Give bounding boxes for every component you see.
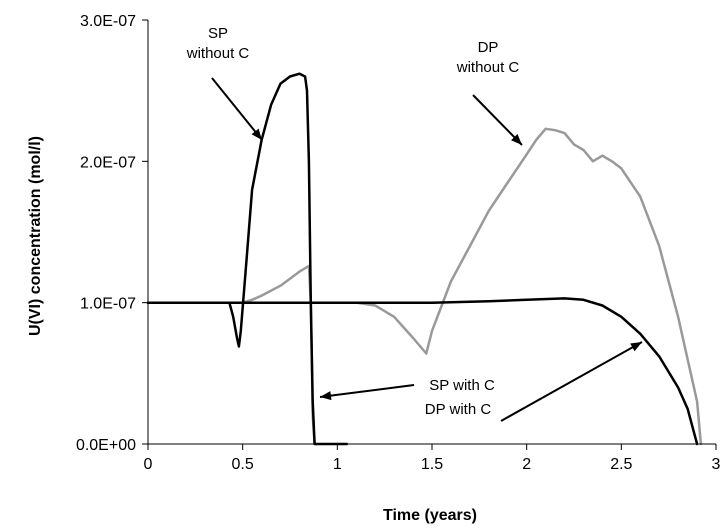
x-axis-title: Time (years)	[383, 507, 477, 524]
annotation-sp-without-c-line-1: without C	[186, 45, 250, 62]
y-tick-label: 3.0E-07	[80, 13, 136, 30]
y-axis-title: U(VI) concentration (mol/l)	[27, 136, 44, 336]
y-tick-label: 1.0E-07	[80, 296, 136, 313]
x-tick-label: 2.5	[610, 456, 632, 473]
y-tick-label: 0.0E+00	[76, 437, 136, 454]
annotation-dp-with-c-line-0: DP with C	[425, 401, 492, 418]
annotation-sp-without-c-line-0: SP	[208, 25, 228, 42]
series-layer	[146, 72, 703, 446]
x-tick-label: 1.5	[421, 456, 443, 473]
ticks-layer: 0 0.5 1 1.5 2 2.5 3 0.0E+00 1.0E-07 2.0E-07 3.0E-0…	[76, 13, 721, 473]
x-tick-label: 0.5	[232, 456, 254, 473]
y-tick-label: 2.0E-07	[80, 154, 136, 171]
arrow-dp-without-c-head	[511, 134, 522, 145]
series-line-grey-series-dp	[355, 127, 703, 446]
arrow-dp-with-c-head	[630, 342, 642, 352]
x-tick-label: 3	[712, 456, 721, 473]
annotation-dp-without-c-line-1: without C	[456, 59, 520, 76]
x-tick-label: 2	[522, 456, 531, 473]
arrow-sp-without-c-shaft	[211, 77, 263, 141]
annotation-dp-without-c-line-0: DP	[478, 39, 499, 56]
series-line-black-series-sp	[146, 72, 349, 446]
annotations-layer: SP without C DP without C SP with C DP with C	[186, 25, 643, 422]
arrow-dp-with-c-shaft	[500, 341, 643, 422]
series-line-grey-series-sp	[146, 264, 316, 446]
annotation-sp-with-c-line-0: SP with C	[429, 377, 495, 394]
arrow-dp-without-c-shaft	[472, 94, 523, 146]
arrow-sp-without-c-head	[251, 128, 262, 140]
x-tick-label: 1	[333, 456, 342, 473]
arrow-sp-with-c-head	[320, 391, 332, 401]
series-line-black-series-dp	[146, 297, 699, 446]
arrow-sp-with-c-shaft	[319, 384, 415, 398]
x-tick-label: 0	[144, 456, 153, 473]
